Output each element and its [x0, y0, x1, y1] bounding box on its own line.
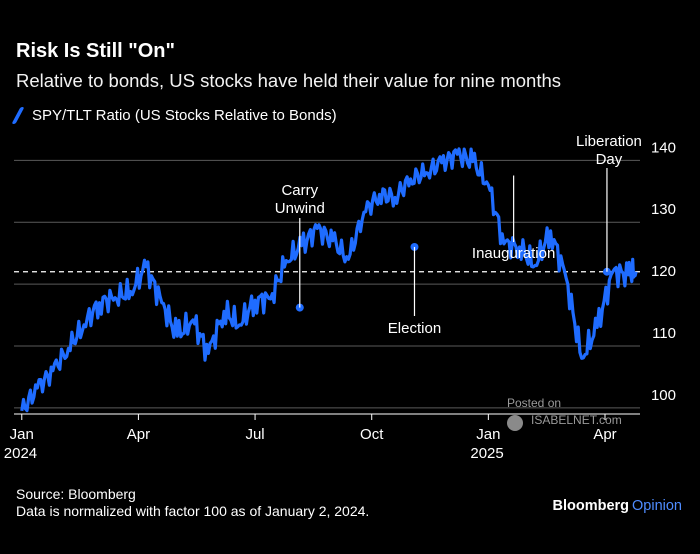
- annotation-label-liberation-day: Day: [596, 151, 623, 168]
- x-tick-year: 2025: [470, 445, 503, 462]
- x-tick-label: Apr: [127, 426, 150, 443]
- series-layer: [20, 147, 638, 413]
- x-tick-label: Apr: [593, 426, 616, 443]
- annotation-label-inauguration: Inauguration: [472, 245, 555, 262]
- x-tick-label: Oct: [360, 426, 384, 443]
- annotation-label-carry-unwind: Carry: [281, 182, 318, 199]
- y-tick-label: 100: [651, 387, 676, 404]
- x-tick-label: Jan: [476, 426, 500, 443]
- x-tick-label: Jan: [10, 426, 34, 443]
- brand-main: Bloomberg: [552, 498, 630, 514]
- legend-label: SPY/TLT Ratio (US Stocks Relative to Bon…: [32, 107, 337, 124]
- watermark-site: ISABELNET.com: [531, 413, 622, 427]
- y-tick-label: 140: [651, 139, 676, 156]
- annotation-label-carry-unwind: Unwind: [275, 200, 325, 217]
- grid-layer: [14, 159, 640, 409]
- source-text: Source: Bloomberg: [16, 486, 136, 502]
- normalization-note: Data is normalized with factor 100 as of…: [16, 503, 370, 519]
- watermark-posted: Posted on: [507, 396, 562, 410]
- legend: SPY/TLT Ratio (US Stocks Relative to Bon…: [11, 107, 337, 124]
- y-tick-label: 110: [652, 325, 676, 342]
- chart-title: Risk Is Still "On": [16, 40, 176, 62]
- chart-subtitle: Relative to bonds, US stocks have held t…: [16, 70, 562, 91]
- x-axis: Jan 2024 Apr Jul Oct Jan 2025 Apr: [4, 413, 640, 462]
- x-tick-label: Jul: [245, 426, 264, 443]
- brand-sub: Opinion: [632, 498, 682, 514]
- brand-logo: Bloomberg Opinion: [552, 498, 682, 514]
- annotation-label-election: Election: [388, 320, 441, 337]
- source-note: Source: Bloomberg Data is normalized wit…: [16, 486, 369, 520]
- annotation-label-liberation-day: Liberation: [576, 133, 642, 150]
- watermark-logo-icon: [507, 415, 523, 431]
- x-tick-year: 2024: [4, 445, 37, 462]
- series-line: [20, 147, 638, 413]
- y-axis: 100 110 120 130 140: [651, 139, 676, 403]
- y-tick-label: 130: [651, 201, 676, 218]
- y-tick-label: 120: [651, 263, 676, 280]
